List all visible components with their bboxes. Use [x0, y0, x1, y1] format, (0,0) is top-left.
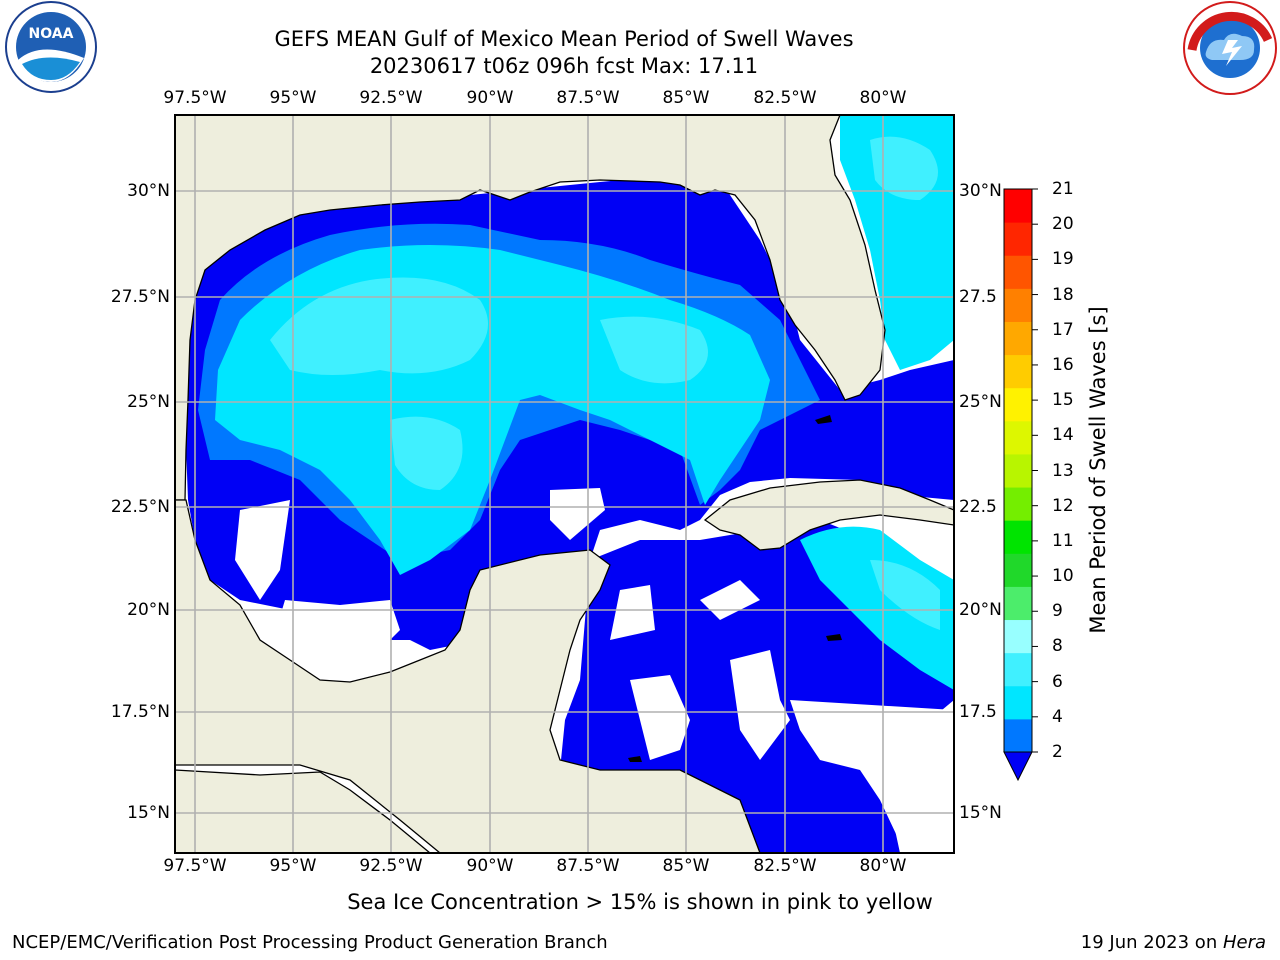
lon-tick-top: 97.5°W: [163, 88, 227, 108]
lon-tick-bot: 82.5°W: [753, 856, 817, 876]
lon-tick-top: 92.5°W: [359, 88, 423, 108]
lon-tick-top: 80°W: [859, 88, 907, 108]
noaa-logo: NOAA: [5, 1, 97, 93]
colorbar-segment: [1004, 453, 1032, 488]
colorbar-segment: [1004, 354, 1032, 389]
colorbar-tick-label: 10: [1052, 566, 1074, 587]
colorbar-tick-label: 12: [1052, 495, 1074, 516]
lat-tick-right: 15°N: [959, 803, 1002, 823]
colorbar-tick-label: 20: [1052, 214, 1074, 235]
lat-tick-left: 27.5°N: [110, 287, 170, 307]
colorbar: [1003, 188, 1038, 782]
lon-tick-top: 90°W: [466, 88, 514, 108]
colorbar-tick-label: 19: [1052, 249, 1074, 270]
lon-tick-bot: 80°W: [859, 856, 907, 876]
lon-tick-top: 85°W: [662, 88, 710, 108]
lat-tick-left: 30°N: [127, 181, 170, 201]
colorbar-tick-label: 15: [1052, 390, 1074, 411]
colorbar-segment: [1004, 420, 1032, 455]
colorbar-tick-label: 16: [1052, 354, 1074, 375]
lon-tick-bot: 92.5°W: [359, 856, 423, 876]
noaa-logo-text: NOAA: [29, 26, 74, 42]
lat-tick-right: 25°N: [959, 392, 1002, 412]
colorbar-tick-label: 14: [1052, 425, 1074, 446]
colorbar-segment: [1004, 652, 1032, 687]
colorbar-segment: [1004, 619, 1032, 654]
colorbar-tick-label: 8: [1052, 636, 1063, 657]
lon-tick-bot: 97.5°W: [163, 856, 227, 876]
colorbar-tick-label: 17: [1052, 319, 1074, 340]
map-frame: [174, 114, 955, 854]
lat-tick-right: 20°N: [959, 600, 1002, 620]
map-area: [175, 115, 954, 853]
lon-tick-top: 82.5°W: [753, 88, 817, 108]
colorbar-label: Mean Period of Swell Waves [s]: [1086, 306, 1110, 634]
colorbar-tick-label: 4: [1052, 706, 1063, 727]
colorbar-segment: [1004, 288, 1032, 322]
sea-ice-note: Sea Ice Concentration > 15% is shown in …: [0, 890, 1280, 914]
colorbar-segment: [1004, 487, 1032, 521]
colorbar-segment: [1004, 321, 1032, 356]
lon-tick-top: 95°W: [269, 88, 317, 108]
colorbar-segment: [1004, 685, 1032, 720]
colorbar-segment: [1004, 255, 1032, 289]
lat-tick-right: 30°N: [959, 181, 1002, 201]
colorbar-tick-label: 2: [1052, 742, 1063, 762]
colorbar-tick-label: 9: [1052, 601, 1063, 622]
lat-tick-right: 22.5: [959, 497, 997, 517]
footer-host: Hera: [1222, 932, 1266, 953]
colorbar-tick-label: 6: [1052, 671, 1063, 692]
graticule: [175, 115, 954, 853]
colorbar-segment: [1004, 553, 1032, 587]
lon-tick-bot: 95°W: [269, 856, 317, 876]
colorbar-segment: [1004, 189, 1032, 223]
lat-tick-left: 20°N: [127, 600, 170, 620]
sea-ice-note-text: Sea Ice Concentration > 15% is shown in …: [347, 890, 933, 914]
colorbar-segment: [1004, 222, 1032, 256]
nws-logo: [1183, 1, 1277, 95]
colorbar-segment: [1004, 520, 1032, 554]
colorbar-segment: [1004, 387, 1032, 422]
lat-tick-left: 25°N: [127, 392, 170, 412]
lon-tick-top: 87.5°W: [556, 88, 620, 108]
lon-tick-bot: 90°W: [466, 856, 514, 876]
colorbar-tick-label: 21: [1052, 179, 1074, 199]
lat-tick-left: 22.5°N: [110, 497, 170, 517]
colorbar-extend-triangle: [1003, 751, 1033, 782]
footer-branch: NCEP/EMC/Verification Post Processing Pr…: [12, 932, 608, 953]
lat-tick-left: 17.5°N: [110, 702, 170, 722]
footer-date: 19 Jun 2023 on Hera: [1081, 932, 1266, 953]
colorbar-tick-label: 11: [1052, 530, 1074, 551]
colorbar-segment: [1004, 718, 1032, 753]
lon-tick-bot: 85°W: [662, 856, 710, 876]
colorbar-tick-label: 13: [1052, 460, 1074, 481]
lat-tick-right: 17.5: [959, 702, 997, 722]
lon-tick-bot: 87.5°W: [556, 856, 620, 876]
lat-tick-right: 27.5: [959, 287, 997, 307]
footer-date-prefix: 19 Jun 2023 on: [1080, 932, 1223, 953]
lat-tick-left: 15°N: [127, 803, 170, 823]
figure-title: GEFS MEAN Gulf of Mexico Mean Period of …: [274, 27, 854, 51]
figure-subtitle: 20230617 t06z 096h fcst Max: 17.11: [369, 54, 759, 78]
colorbar-tick-label: 18: [1052, 284, 1074, 305]
colorbar-segment: [1004, 586, 1032, 621]
